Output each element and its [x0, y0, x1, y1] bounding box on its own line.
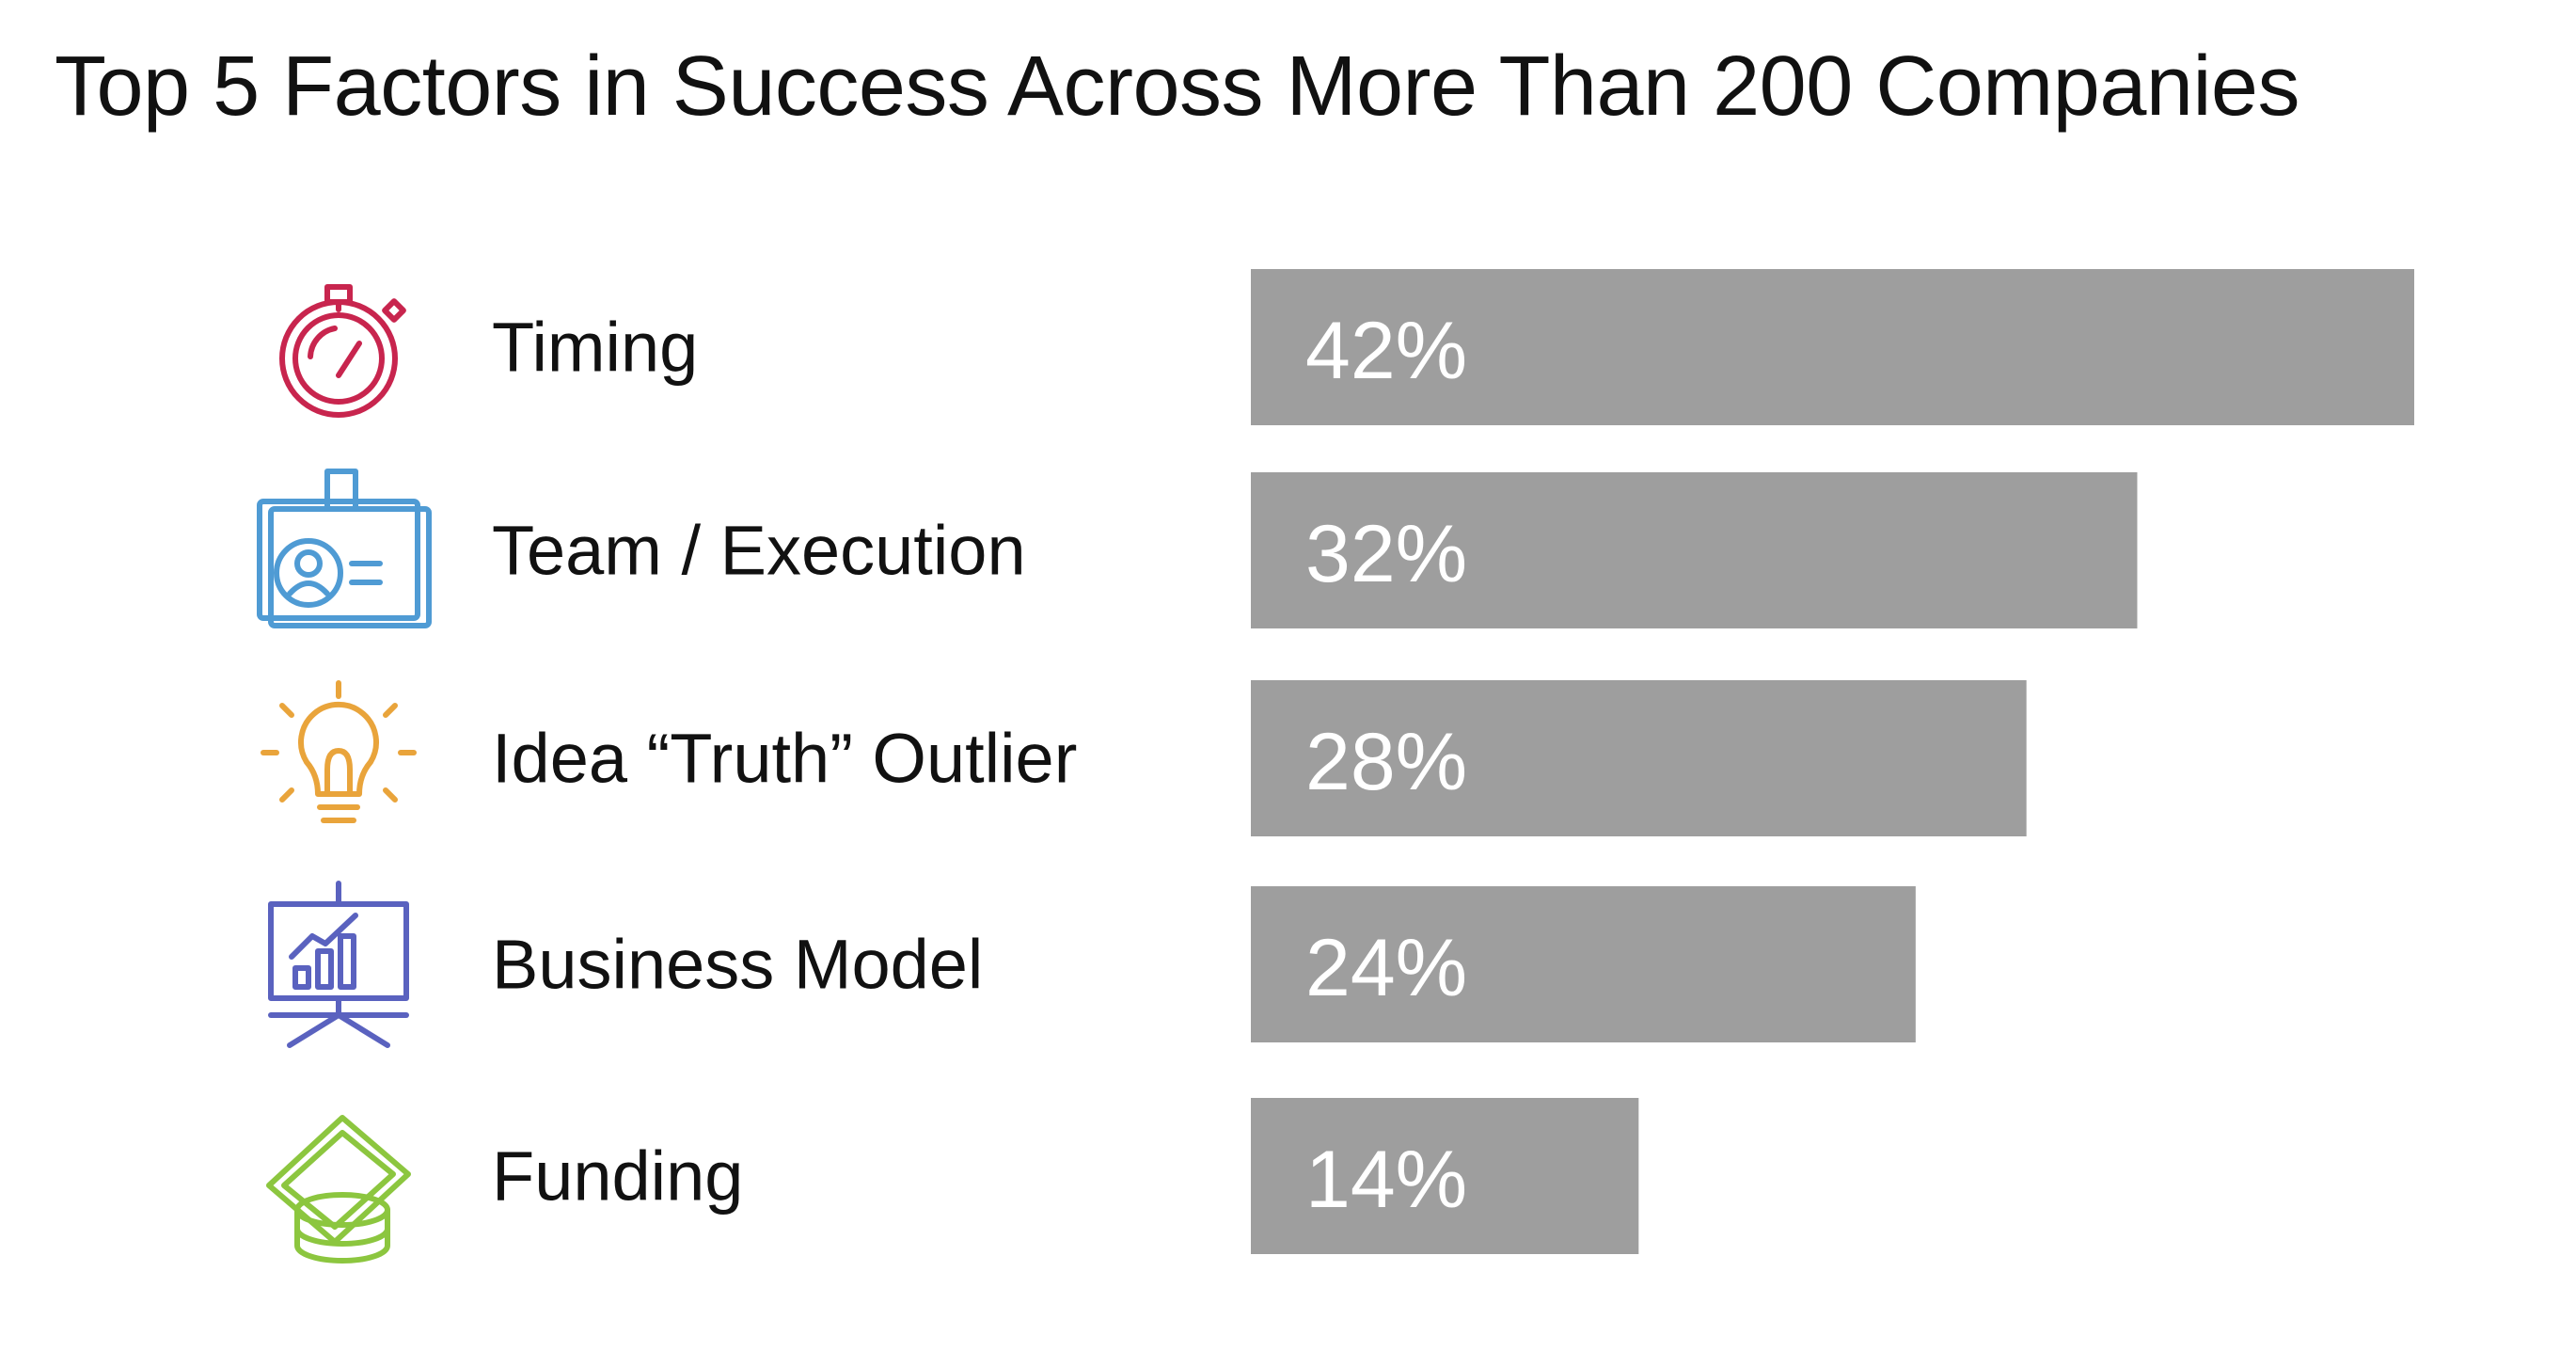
bar	[1251, 886, 1916, 1042]
bar	[1251, 1098, 1639, 1254]
money-coins-icon	[269, 1118, 408, 1261]
bar	[1251, 472, 2138, 628]
bar	[1251, 680, 2027, 836]
bar	[1251, 269, 2414, 425]
category-label: Funding	[492, 1137, 743, 1216]
bar-value-label: 32%	[1305, 509, 1467, 599]
category-label: Business Model	[492, 926, 983, 1004]
bar-value-label: 24%	[1305, 923, 1467, 1013]
stopwatch-icon	[282, 287, 403, 415]
lightbulb-icon	[263, 683, 414, 820]
category-label: Idea “Truth” Outlier	[492, 720, 1077, 798]
category-label: Team / Execution	[492, 512, 1026, 590]
category-label: Timing	[492, 309, 698, 387]
bar-value-label: 42%	[1305, 306, 1467, 396]
presentation-chart-icon	[271, 883, 406, 1045]
bar-value-label: 14%	[1305, 1135, 1467, 1225]
id-badge-icon	[260, 471, 429, 626]
chart-title: Top 5 Factors in Success Across More Tha…	[55, 40, 2300, 134]
bar-value-label: 28%	[1305, 717, 1467, 807]
